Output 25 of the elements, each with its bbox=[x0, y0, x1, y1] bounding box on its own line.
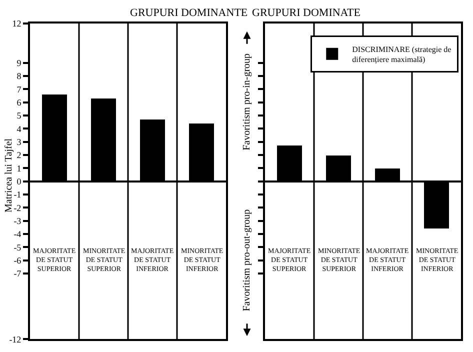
y-tick-label: -1 bbox=[14, 190, 22, 200]
text: Favoritism pro-in-group bbox=[242, 53, 253, 150]
y-tick-label: 6 bbox=[16, 98, 22, 108]
y-tick-label: -5 bbox=[14, 242, 22, 252]
chart-title: GRUPURI DOMINATE bbox=[252, 7, 361, 19]
text: Favoritism pro-out-group bbox=[242, 209, 253, 312]
y-tick-label: 5 bbox=[16, 110, 22, 121]
chart-title: GRUPURI DOMINANTE bbox=[130, 7, 248, 19]
legend-label: DISCRIMINARE (strategie de diferențiere maximală) bbox=[352, 44, 452, 64]
y-tick-label: 8 bbox=[16, 71, 22, 82]
y-tick-label: 9 bbox=[16, 58, 22, 68]
y-tick-label: 12 bbox=[12, 18, 22, 29]
y-tick-label: -2 bbox=[14, 202, 22, 213]
y-tick-label: -3 bbox=[14, 216, 22, 226]
y-axis-title: Matricea lui Tajfel bbox=[4, 138, 14, 212]
y-tick-label: -12 bbox=[9, 334, 22, 344]
y-tick-label: 2 bbox=[16, 150, 22, 160]
y-tick-label: 7 bbox=[16, 84, 22, 94]
y-tick-label: 3 bbox=[16, 137, 22, 148]
y-tick-label: 4 bbox=[16, 124, 22, 134]
y-tick-label: -7 bbox=[14, 268, 22, 279]
y-tick-label: -4 bbox=[14, 229, 22, 240]
y-tick-label: 0 bbox=[16, 176, 22, 186]
y-tick-label: 1 bbox=[16, 163, 22, 174]
y-tick-label: -6 bbox=[14, 255, 22, 266]
